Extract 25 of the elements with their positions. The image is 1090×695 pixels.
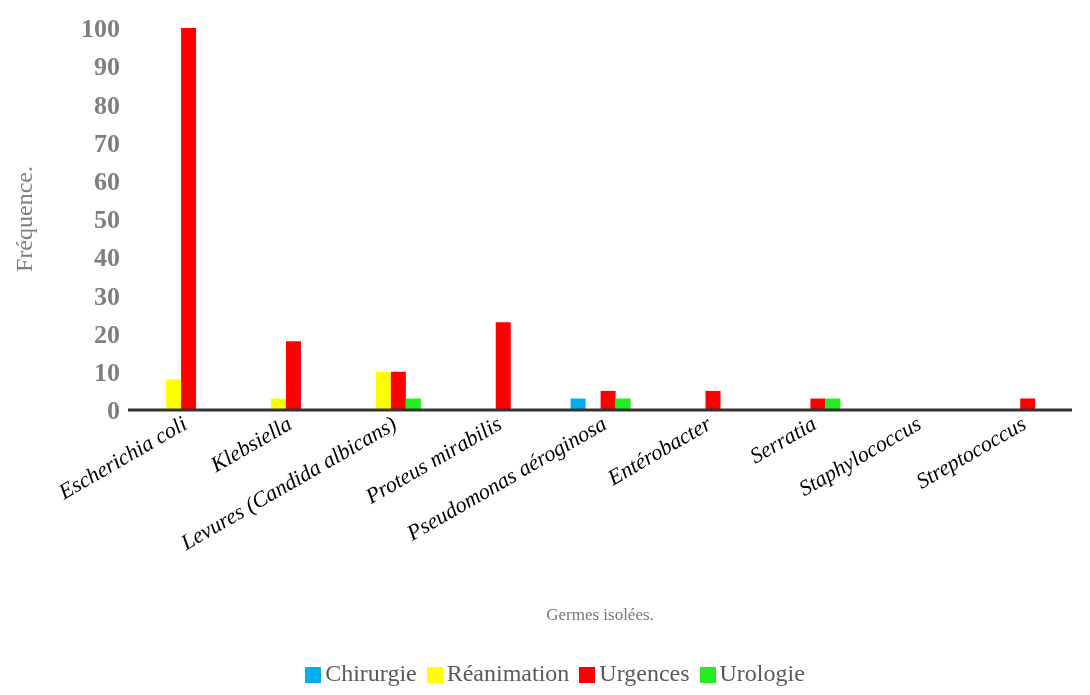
y-tick-label: 20 xyxy=(94,319,120,349)
legend-label: Urologie xyxy=(719,660,805,686)
legend-label: Chirurgie xyxy=(325,660,417,686)
bar xyxy=(181,28,197,410)
y-axis-title: Fréquence. xyxy=(10,166,37,272)
y-tick-label: 40 xyxy=(94,243,120,273)
bar xyxy=(390,371,406,410)
y-tick-label: 60 xyxy=(94,167,120,197)
y-tick-label: 80 xyxy=(94,90,120,120)
bar xyxy=(375,371,391,410)
y-tick-label: 50 xyxy=(94,205,120,235)
bar xyxy=(495,322,511,410)
y-tick-label: 10 xyxy=(94,358,120,388)
x-axis-title: Germes isolées. xyxy=(546,605,654,624)
y-tick-label: 90 xyxy=(94,52,120,82)
y-tick-label: 70 xyxy=(94,128,120,158)
bar xyxy=(166,379,182,410)
bar xyxy=(600,390,616,410)
legend-label: Réanimation xyxy=(446,660,570,686)
bar xyxy=(285,341,301,410)
y-tick-label: 100 xyxy=(81,14,120,44)
y-tick-label: 0 xyxy=(107,396,120,426)
bar xyxy=(705,390,721,410)
legend-label: Urgences xyxy=(599,660,690,686)
y-tick-label: 30 xyxy=(94,281,120,311)
